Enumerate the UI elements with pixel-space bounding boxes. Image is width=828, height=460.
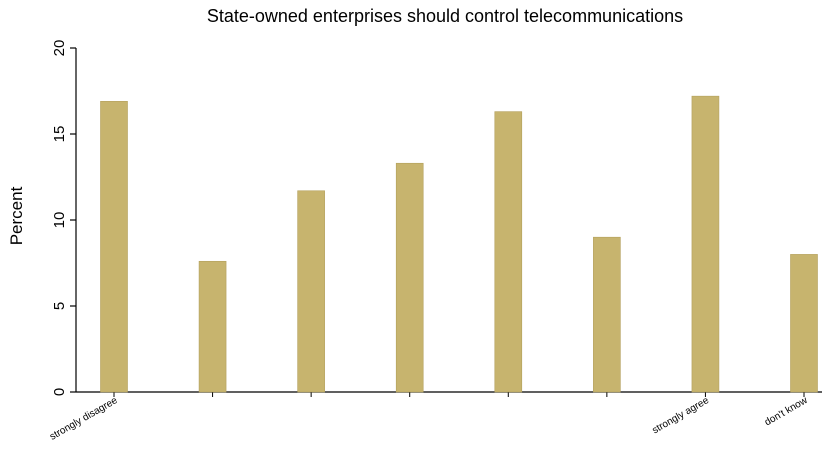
bar xyxy=(593,236,621,393)
chart-title: State-owned enterprises should control t… xyxy=(207,6,683,26)
bar xyxy=(494,111,523,393)
bar xyxy=(297,190,325,393)
bar xyxy=(395,162,424,393)
y-tick-label: 5 xyxy=(51,302,68,310)
y-axis: 0 5 10 15 20 xyxy=(51,40,77,396)
y-axis-title: Percent xyxy=(7,186,26,245)
y-tick-label: 15 xyxy=(51,126,68,143)
bar xyxy=(790,254,818,393)
bar-series xyxy=(100,95,818,393)
bar xyxy=(691,95,720,393)
y-tick-label: 0 xyxy=(51,388,68,396)
y-tick-label: 20 xyxy=(51,40,68,57)
bar xyxy=(100,101,128,393)
y-tick-label: 10 xyxy=(51,212,68,229)
bar xyxy=(198,260,227,393)
